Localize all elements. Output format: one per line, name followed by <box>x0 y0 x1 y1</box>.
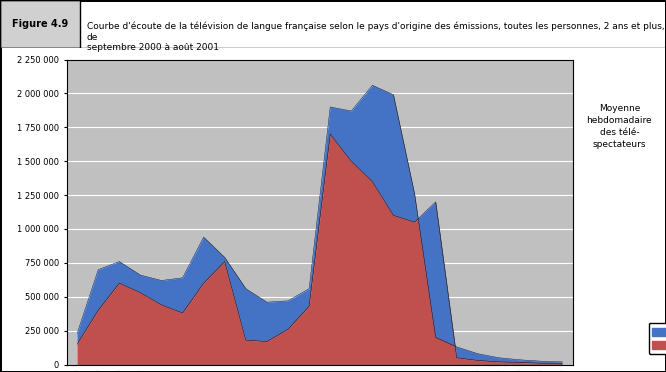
FancyBboxPatch shape <box>0 0 80 48</box>
Text: Figure 4.9: Figure 4.9 <box>12 19 68 29</box>
Text: Courbe d'écoute de la télévision de langue française selon le pays d'origine des: Courbe d'écoute de la télévision de lang… <box>87 22 664 52</box>
Text: Moyenne
hebdomadaire
des télé-
spectateurs: Moyenne hebdomadaire des télé- spectateu… <box>587 104 652 148</box>
Legend: Étrangères, Canadiennes: Étrangères, Canadiennes <box>649 323 666 354</box>
